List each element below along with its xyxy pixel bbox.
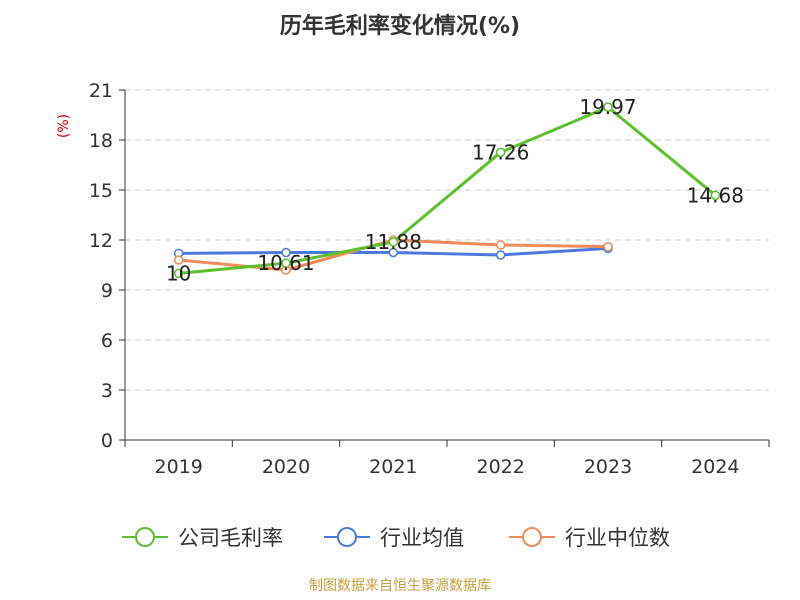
data-label: 10 [166, 261, 191, 285]
series-line [178, 105, 717, 275]
y-tick-label: 21 [89, 80, 113, 102]
legend-marker [135, 527, 155, 547]
data-label: 14.68 [687, 183, 744, 207]
y-tick-label: 9 [101, 280, 113, 302]
legend-item[interactable]: 公司毛利率 [122, 526, 283, 550]
data-point [281, 247, 291, 258]
source-note: 制图数据来自恒生聚源数据库 [309, 578, 491, 594]
y-tick-label: 6 [101, 330, 113, 352]
series-layer [173, 102, 721, 279]
data-point [173, 255, 184, 265]
axes: 0 3 6 9 12 15 18 21 2019 2020 2021 2022 2023 2024 [89, 80, 770, 478]
legend-item[interactable]: 行业均值 [324, 526, 464, 550]
x-tick-label: 2023 [584, 456, 632, 478]
y-tick-label: 12 [89, 230, 113, 252]
x-tick-label: 2022 [476, 456, 524, 478]
chart-title: 历年毛利率变化情况(%) [280, 13, 520, 39]
data-point [603, 102, 613, 112]
data-point [281, 258, 291, 268]
x-tick-label: 2020 [262, 456, 310, 478]
data-point [603, 241, 613, 252]
data-labels: 10 10.61 11.88 17.26 19.97 14.68 [166, 95, 744, 285]
y-tick-label: 18 [89, 130, 113, 152]
legend[interactable]: 公司毛利率 行业均值 行业中位数 [122, 526, 670, 550]
data-point [495, 147, 506, 158]
legend-marker [337, 527, 357, 547]
legend-marker [522, 527, 542, 547]
grid-lines [125, 89, 769, 391]
y-tick-label: 0 [101, 430, 113, 452]
legend-item[interactable]: 行业中位数 [509, 526, 670, 550]
data-label: 17.26 [472, 140, 529, 164]
data-point [495, 240, 506, 250]
data-label: 19.97 [579, 95, 636, 119]
x-tick-label: 2021 [369, 456, 417, 478]
x-tick-label: 2019 [154, 456, 202, 478]
data-point [710, 190, 721, 201]
data-point [388, 247, 399, 258]
data-point [388, 237, 399, 247]
y-tick-label: 3 [101, 380, 113, 402]
y-axis-label: (%) [56, 114, 72, 138]
legend-label: 行业中位数 [565, 526, 670, 550]
legend-label: 行业均值 [380, 526, 464, 550]
data-label: 11.88 [365, 230, 422, 254]
data-point [495, 250, 506, 260]
data-label: 10.61 [257, 251, 314, 275]
x-tick-label: 2024 [691, 456, 739, 478]
legend-label: 公司毛利率 [178, 526, 283, 550]
data-point [173, 268, 184, 279]
y-tick-label: 15 [89, 180, 113, 202]
